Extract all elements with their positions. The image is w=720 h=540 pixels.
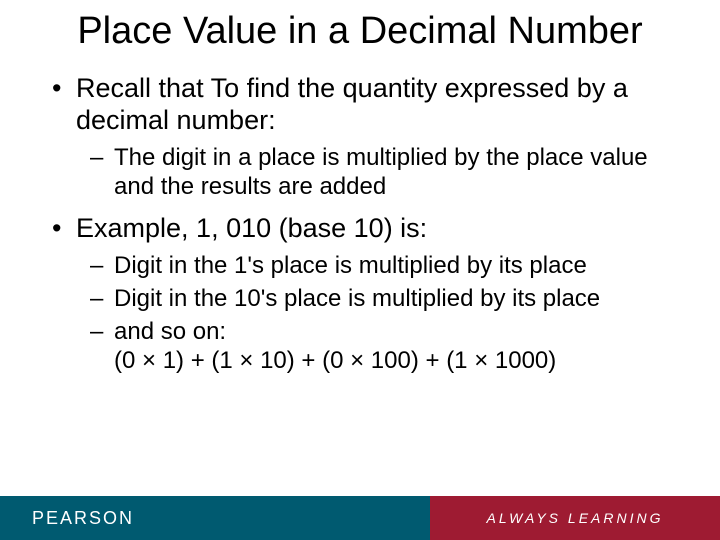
slide: Place Value in a Decimal Number Recall t… [0, 0, 720, 540]
bullet-list: Recall that To find the quantity express… [40, 72, 680, 376]
list-item: Digit in the 10's place is multiplied by… [90, 285, 680, 314]
footer-brand-panel: PEARSON [0, 496, 430, 540]
list-item: The digit in a place is multiplied by th… [90, 144, 680, 202]
list-item: Digit in the 1's place is multiplied by … [90, 252, 680, 281]
brand-logo: PEARSON [32, 508, 134, 529]
bullet-text: Digit in the 10's place is multiplied by… [114, 285, 600, 312]
bullet-text: and so on: (0 × 1) + (1 × 10) + (0 × 100… [114, 318, 556, 374]
sub-list: Digit in the 1's place is multiplied by … [76, 252, 680, 375]
footer-bar: PEARSON ALWAYS LEARNING [0, 496, 720, 540]
footer-tagline-panel: ALWAYS LEARNING [430, 496, 720, 540]
list-item: Recall that To find the quantity express… [48, 72, 680, 202]
bullet-text: Digit in the 1's place is multiplied by … [114, 252, 587, 279]
list-item: and so on: (0 × 1) + (1 × 10) + (0 × 100… [90, 318, 680, 376]
bullet-text: The digit in a place is multiplied by th… [114, 144, 648, 200]
slide-title: Place Value in a Decimal Number [40, 10, 680, 54]
sub-list: The digit in a place is multiplied by th… [76, 144, 680, 202]
list-item: Example, 1, 010 (base 10) is: Digit in t… [48, 212, 680, 376]
bullet-text: Recall that To find the quantity express… [76, 73, 628, 135]
tagline-text: ALWAYS LEARNING [486, 510, 663, 526]
slide-content: Place Value in a Decimal Number Recall t… [0, 0, 720, 496]
bullet-text: Example, 1, 010 (base 10) is: [76, 213, 427, 243]
